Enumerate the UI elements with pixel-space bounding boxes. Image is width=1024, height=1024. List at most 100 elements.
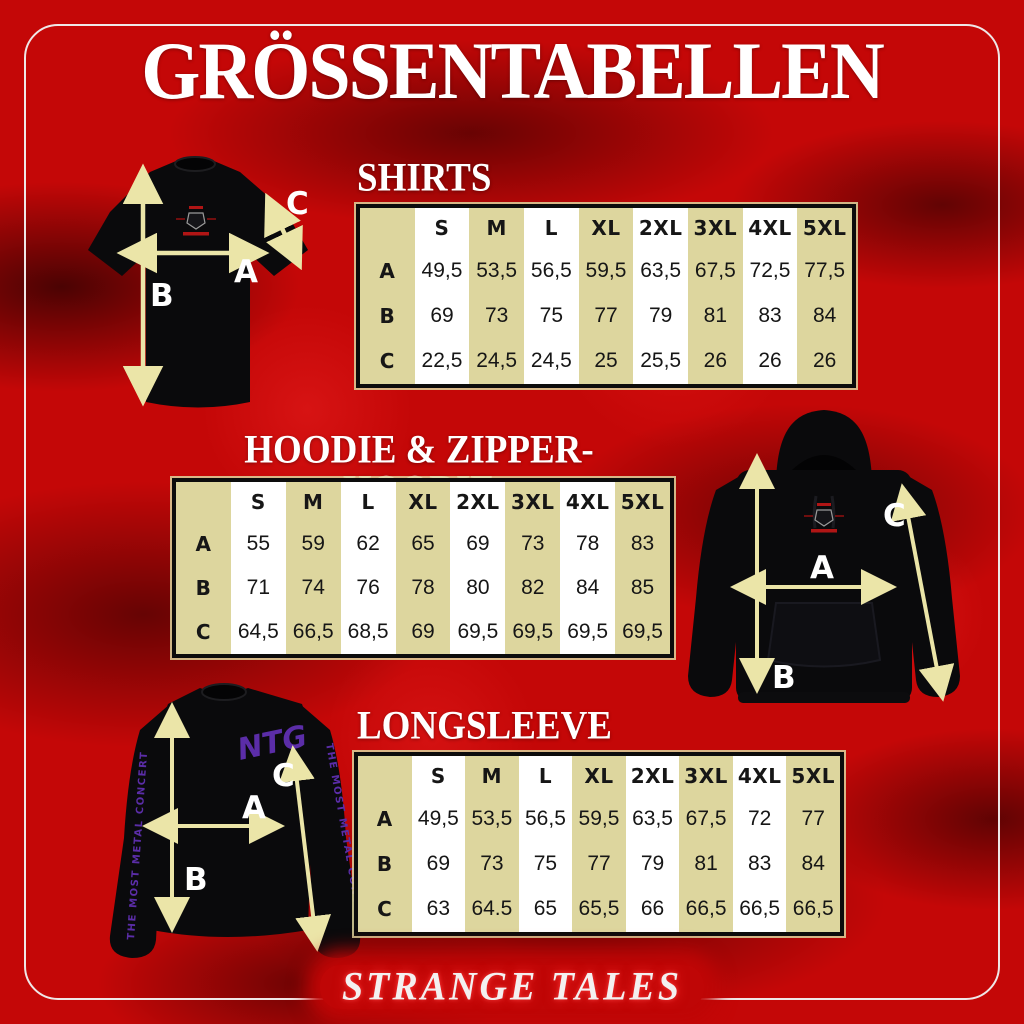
- hoodie-right-sleeve: [904, 476, 960, 697]
- hoodie-left-sleeve: [688, 476, 744, 697]
- value-cell: 59,5: [572, 796, 626, 842]
- value-cell: 63: [411, 886, 466, 932]
- shirts-size-table: S M L XL 2XL 3XL 4XL 5XL A 49,5 53,5 56,5 59,5 63,5 67…: [356, 204, 856, 388]
- value-cell: 49,5: [414, 248, 470, 294]
- value-cell: 66,5: [285, 610, 341, 654]
- row-label-cell: A: [358, 796, 412, 842]
- value-cell: 66: [625, 886, 680, 932]
- size-header-cell: 5XL: [615, 482, 670, 522]
- table-corner-cell: [176, 482, 231, 522]
- value-cell: 66,5: [732, 886, 787, 932]
- row-label-cell: A: [360, 248, 415, 294]
- value-cell: 69,5: [560, 610, 616, 654]
- row-label-cell: C: [176, 610, 231, 654]
- value-cell: 75: [518, 841, 573, 887]
- tshirt-body: [88, 161, 308, 408]
- value-cell: 69: [395, 610, 451, 654]
- value-cell: 65: [395, 522, 451, 566]
- page-title: GRÖSSENTABELLEN: [141, 25, 885, 117]
- value-cell: 64,5: [230, 610, 286, 654]
- value-cell: 81: [679, 841, 733, 887]
- value-cell: 56,5: [524, 248, 579, 294]
- arrow-label-b: B: [184, 862, 208, 898]
- sleeve-arrow-c: [890, 483, 955, 702]
- value-cell: 76: [340, 566, 396, 610]
- size-header-cell: 4XL: [732, 756, 787, 796]
- sleeve-arrow-c: [278, 745, 332, 952]
- value-cell: 26: [742, 338, 798, 384]
- size-header-cell: 2XL: [450, 482, 506, 522]
- value-cell: 72: [732, 796, 787, 842]
- value-cell: 72,5: [742, 248, 798, 294]
- size-header-cell: 3XL: [505, 482, 561, 522]
- hoodie-drawstring-right: [830, 495, 836, 529]
- value-cell: 69: [450, 522, 506, 566]
- arrow-label-b: B: [150, 278, 174, 314]
- row-label-cell: C: [358, 886, 412, 932]
- value-cell: 79: [625, 841, 680, 887]
- value-cell: 78: [395, 566, 451, 610]
- value-cell: 26: [688, 338, 743, 384]
- value-cell: 73: [465, 841, 519, 887]
- size-header-cell: XL: [578, 208, 634, 248]
- size-header-cell: 3XL: [679, 756, 733, 796]
- size-header-cell: 4XL: [560, 482, 616, 522]
- value-cell: 73: [469, 293, 524, 339]
- shirts-heading: SHIRTS: [357, 155, 492, 201]
- row-label-cell: A: [176, 522, 231, 566]
- value-cell: 65: [518, 886, 573, 932]
- value-cell: 55: [230, 522, 286, 566]
- value-cell: 69,5: [505, 610, 561, 654]
- value-cell: 69: [411, 841, 466, 887]
- size-header-cell: 4XL: [742, 208, 798, 248]
- table-corner-cell: [358, 756, 412, 796]
- size-header-cell: 2XL: [625, 756, 680, 796]
- size-header-cell: S: [414, 208, 470, 248]
- value-cell: 77: [578, 293, 634, 339]
- value-cell: 69,5: [615, 610, 670, 654]
- value-cell: 71: [230, 566, 286, 610]
- value-cell: 83: [615, 522, 670, 566]
- hoodie-size-table: S M L XL 2XL 3XL 4XL 5XL A 55 59 62 65 69 73 78 83 B 71 74 7…: [172, 478, 674, 658]
- value-cell: 68,5: [340, 610, 396, 654]
- value-cell: 85: [615, 566, 670, 610]
- value-cell: 84: [560, 566, 616, 610]
- value-cell: 24,5: [524, 338, 579, 384]
- tshirt-graphic: A B C: [88, 156, 309, 408]
- value-cell: 79: [633, 293, 688, 339]
- arrow-label-c: C: [272, 758, 295, 794]
- size-header-cell: 5XL: [797, 208, 852, 248]
- value-cell: 81: [688, 293, 743, 339]
- arrow-label-a: A: [242, 790, 266, 826]
- value-cell: 67,5: [688, 248, 743, 294]
- value-cell: 77: [786, 796, 840, 842]
- chest-logo: [804, 503, 844, 533]
- value-cell: 74: [285, 566, 341, 610]
- row-label-cell: B: [360, 293, 415, 339]
- value-cell: 84: [786, 841, 840, 887]
- size-header-cell: 5XL: [786, 756, 840, 796]
- longsleeve-size-table: S M L XL 2XL 3XL 4XL 5XL A 49,5 53,5 56,5 59,5 63,5 67…: [354, 752, 844, 936]
- value-cell: 75: [524, 293, 579, 339]
- arrow-label-c: C: [286, 186, 309, 222]
- value-cell: 67,5: [679, 796, 733, 842]
- value-cell: 25: [578, 338, 634, 384]
- value-cell: 66,5: [786, 886, 840, 932]
- value-cell: 49,5: [411, 796, 466, 842]
- size-header-cell: L: [340, 482, 396, 522]
- value-cell: 63,5: [633, 248, 688, 294]
- sleeve-arrow-c: [264, 192, 303, 271]
- arrow-label-b: B: [772, 660, 796, 696]
- size-header-cell: L: [518, 756, 573, 796]
- value-cell: 77: [572, 841, 626, 887]
- value-cell: 69: [414, 293, 470, 339]
- size-header-cell: S: [411, 756, 466, 796]
- row-label-cell: B: [358, 841, 412, 887]
- value-cell: 56,5: [518, 796, 573, 842]
- value-cell: 82: [505, 566, 561, 610]
- value-cell: 62: [340, 522, 396, 566]
- value-cell: 25,5: [633, 338, 688, 384]
- hoodie-graphic: A B C: [688, 410, 960, 703]
- longsleeve-collar: [201, 683, 247, 701]
- size-header-cell: 2XL: [633, 208, 688, 248]
